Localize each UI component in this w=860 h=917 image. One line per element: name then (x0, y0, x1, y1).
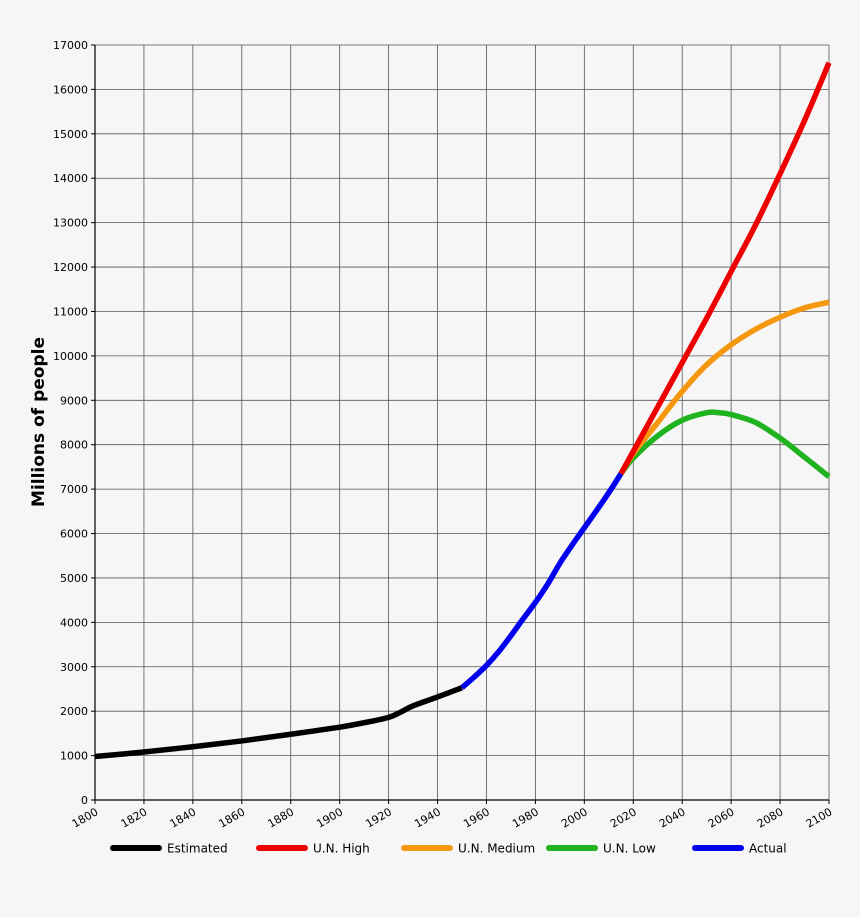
y-tick-label: 12000 (53, 261, 88, 274)
chart-series (94, 61, 832, 760)
y-tick-label: 11000 (53, 305, 88, 318)
y-axis-label: Millions of people (29, 337, 49, 507)
x-tick-label: 2000 (559, 805, 590, 830)
x-tick-label: 1840 (168, 805, 199, 830)
x-tick-label: 1940 (412, 805, 443, 830)
series-line-u-n-low (618, 409, 831, 479)
y-tick-label: 5000 (60, 572, 88, 585)
legend-label-u-n-medium: U.N. Medium (458, 842, 535, 856)
y-tick-label: 16000 (53, 83, 88, 96)
y-tick-label: 8000 (60, 439, 88, 452)
x-tick-label: 2040 (657, 805, 688, 830)
y-tick-label: 7000 (60, 483, 88, 496)
x-tick-label: 2080 (755, 805, 786, 830)
y-tick-label: 10000 (53, 350, 88, 363)
y-tick-label: 13000 (53, 217, 88, 230)
series-line-u-n-high (618, 61, 832, 475)
legend-label-u-n-low: U.N. Low (603, 842, 656, 856)
legend-label-u-n-high: U.N. High (313, 842, 370, 856)
y-tick-label: 1000 (60, 750, 88, 763)
y-tick-label: 9000 (60, 394, 88, 407)
y-tick-label: 0 (81, 794, 88, 807)
x-tick-label: 2060 (706, 805, 737, 830)
x-tick-label: 1820 (119, 805, 150, 830)
y-tick-label: 2000 (60, 705, 88, 718)
y-tick-label: 14000 (53, 172, 88, 185)
chart-legend: Estimated U.N. High U.N. Medium U.N. Low Act… (110, 842, 787, 856)
y-tick-label: 15000 (53, 128, 88, 141)
x-tick-label: 1960 (461, 805, 492, 830)
series-line-actual (460, 472, 624, 690)
y-tick-label: 6000 (60, 528, 88, 541)
x-tick-label: 2020 (608, 805, 639, 830)
series-line-estimated (94, 685, 463, 760)
legend-label-estimated: Estimated (167, 842, 228, 856)
chart-axes (91, 44, 830, 804)
legend-label-actual: Actual (749, 842, 787, 856)
x-tick-label: 2100 (804, 805, 835, 830)
x-tick-label: 1920 (363, 805, 394, 830)
x-tick-label: 1980 (510, 805, 541, 830)
y-tick-label: 3000 (60, 661, 88, 674)
x-tick-label: 1800 (70, 805, 101, 830)
chart-tick-labels: 0 1000 2000 3000 4000 5000 6000 7000 8000 9000 100… (53, 39, 835, 831)
x-tick-label: 1860 (217, 805, 248, 830)
y-tick-label: 4000 (60, 616, 88, 629)
x-tick-label: 1900 (314, 805, 345, 830)
x-tick-label: 1880 (265, 805, 296, 830)
chart-grid (94, 44, 830, 801)
y-tick-label: 17000 (53, 39, 88, 52)
series-line-u-n-medium (618, 299, 830, 476)
